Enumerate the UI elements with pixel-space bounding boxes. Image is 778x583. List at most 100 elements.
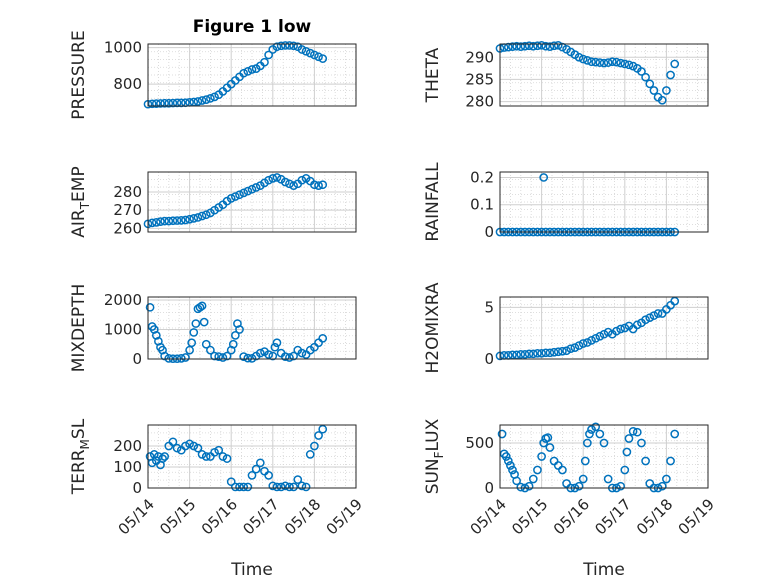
data-point [264,175,273,185]
data-point [539,438,549,448]
data-point [533,41,542,51]
data-point [595,331,605,341]
data-point [239,352,249,361]
x-tick-label: 05/17 [591,495,634,538]
x-tick-label: 05/16 [198,495,241,538]
y-tick-label: 290 [465,48,494,66]
data-point [649,311,659,320]
data-point [662,474,671,484]
x-tick-label: 05/15 [508,495,551,538]
data-point [226,194,236,203]
data-point [247,184,257,194]
data-point [318,180,328,190]
data-point [558,346,567,356]
data-point [612,57,621,67]
y-tick-label: 2000 [104,291,142,309]
data-point [314,181,323,190]
data-point [628,61,638,71]
data-point [670,429,680,439]
y-tick-label: 500 [465,434,494,452]
data-point [595,58,605,67]
data-point [235,325,244,334]
data-point [289,351,298,361]
data-point [206,345,215,355]
x-tick-label: 05/14 [467,495,510,538]
data-point [201,452,211,461]
data-point [528,474,538,484]
data-point [301,46,311,56]
data-point [578,339,588,348]
y-tick-label: 5 [484,298,494,316]
data-point [199,317,209,327]
data-point [147,218,157,228]
data-point [276,482,286,492]
data-point [272,42,282,52]
data-point [185,439,194,449]
data-point [156,99,165,108]
data-point [191,319,201,328]
axes-frame [499,296,709,360]
data-point [189,214,199,223]
data-point [318,54,328,63]
y-tick-label: 0 [484,479,494,497]
data-point [508,42,517,52]
data-point [197,96,207,105]
y-tick-label: 100 [113,458,142,476]
x-tick-label: 05/19 [675,495,718,538]
data-point [524,481,534,491]
data-point [616,481,625,491]
data-point [574,52,584,62]
data-point [562,346,571,356]
data-point [260,57,269,67]
data-point [666,70,675,80]
data-point [289,41,298,51]
data-point [297,481,307,491]
data-point [176,354,186,363]
subplot-mixdepth: 0 1000 2000 MIXDEPTH [69,284,357,372]
data-point [516,482,526,492]
data-point [280,41,290,50]
y-tick-label: 200 [113,437,142,455]
data-point [512,350,521,360]
data-point [632,320,642,330]
x-tick-label: 05/17 [239,495,282,538]
data-point [305,48,315,58]
y-tick-label: 260 [113,219,142,237]
data-point [501,452,511,461]
axes-frame [499,171,709,233]
y-tick-label: 0.1 [470,196,494,214]
data-point [305,450,315,459]
data-point [206,93,215,103]
data-point [662,86,671,95]
data-point [628,426,638,436]
data-point [172,443,182,453]
data-point [187,338,197,348]
data-point [210,92,219,102]
data-point [158,454,167,463]
data-point [314,52,323,62]
data-point [624,60,634,70]
data-point [145,302,155,312]
data-point [285,179,294,189]
data-point [168,216,178,226]
data-point [583,338,592,347]
x-tick-label: 05/18 [281,495,324,538]
data-point [154,452,163,461]
y-tick-label: 0 [484,350,494,368]
data-point [195,302,205,312]
data-point [297,45,307,54]
y-axis-label: THETA [423,47,443,103]
data-point [156,217,165,226]
y-tick-label: 280 [465,93,494,111]
data-point [503,456,513,466]
data-point [214,445,224,455]
data-point [222,454,232,463]
data-point [270,342,280,352]
data-point [264,50,273,60]
data-point [228,339,238,349]
data-point [622,447,632,457]
data-point [193,213,203,222]
data-point [508,465,517,475]
data-point [189,441,199,451]
data-point [239,482,249,492]
